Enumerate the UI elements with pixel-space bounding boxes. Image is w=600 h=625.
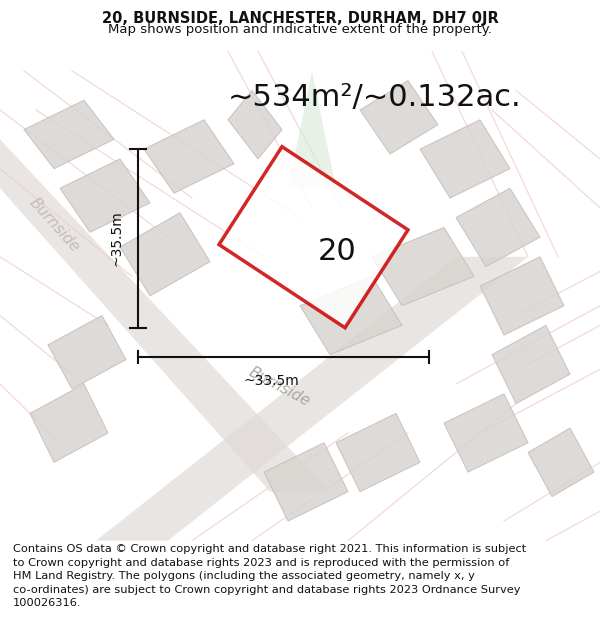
Text: ~33.5m: ~33.5m	[244, 374, 299, 388]
Polygon shape	[0, 139, 330, 492]
Polygon shape	[60, 159, 150, 232]
Polygon shape	[144, 120, 234, 193]
Polygon shape	[456, 188, 540, 267]
Text: ~35.5m: ~35.5m	[109, 211, 123, 266]
Polygon shape	[480, 257, 564, 335]
Text: 20, BURNSIDE, LANCHESTER, DURHAM, DH7 0JR: 20, BURNSIDE, LANCHESTER, DURHAM, DH7 0J…	[101, 11, 499, 26]
Polygon shape	[420, 120, 510, 198]
Text: Contains OS data © Crown copyright and database right 2021. This information is : Contains OS data © Crown copyright and d…	[13, 544, 526, 608]
Text: ~534m²/~0.132ac.: ~534m²/~0.132ac.	[228, 83, 521, 112]
Text: Burnside: Burnside	[246, 364, 312, 409]
Text: Burnside: Burnside	[26, 195, 82, 255]
Polygon shape	[219, 147, 408, 328]
Polygon shape	[336, 413, 420, 492]
Polygon shape	[96, 257, 528, 541]
Polygon shape	[120, 213, 210, 296]
Polygon shape	[264, 442, 348, 521]
Polygon shape	[288, 71, 336, 188]
Text: 20: 20	[318, 238, 357, 266]
Polygon shape	[492, 325, 570, 404]
Polygon shape	[360, 81, 438, 154]
Text: Map shows position and indicative extent of the property.: Map shows position and indicative extent…	[108, 23, 492, 36]
Polygon shape	[372, 228, 474, 306]
Polygon shape	[30, 384, 108, 462]
Polygon shape	[228, 91, 282, 159]
Polygon shape	[24, 100, 114, 169]
Polygon shape	[48, 316, 126, 389]
Polygon shape	[444, 394, 528, 472]
Polygon shape	[528, 428, 594, 497]
Polygon shape	[300, 276, 402, 354]
